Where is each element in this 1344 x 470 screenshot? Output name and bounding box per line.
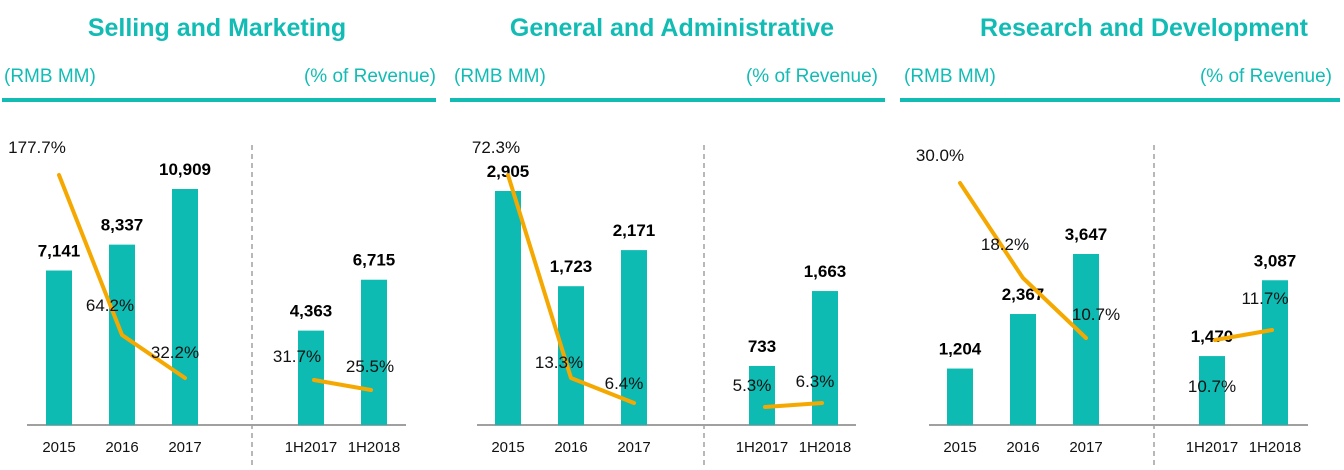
percent-line-segment: [763, 401, 824, 409]
percent-label: 5.3%: [733, 376, 772, 395]
bar-1H2018: [361, 279, 387, 425]
percent-label: 25.5%: [346, 357, 394, 376]
percent-line-segment: [506, 173, 636, 405]
header-rule: [450, 98, 885, 102]
x-tick-label: 2016: [105, 439, 138, 456]
bar-value-label: 7,141: [38, 242, 81, 261]
bar-value-label: 8,337: [101, 216, 144, 235]
x-tick-label: 1H2018: [348, 439, 401, 456]
percent-line-segment: [958, 181, 1088, 340]
unit-label-percent: (% of Revenue): [745, 66, 878, 87]
bar-value-label: 6,715: [353, 251, 396, 270]
bar-value-label: 733: [748, 337, 776, 356]
bar-1H2018: [1262, 280, 1288, 425]
bar-value-label: 1,470: [1191, 327, 1234, 346]
panel-title: Selling and Marketing: [87, 14, 347, 42]
unit-label-rmb: (RMB MM): [454, 66, 546, 87]
x-tick-label: 1H2017: [736, 439, 789, 456]
percent-line-segment: [57, 173, 187, 380]
percent-label: 6.3%: [796, 372, 835, 391]
percent-label: 30.0%: [916, 146, 964, 165]
bar-2015: [46, 270, 72, 425]
unit-label-percent: (% of Revenue): [303, 66, 436, 87]
bar-2017: [172, 189, 198, 425]
unit-label-percent: (% of Revenue): [1199, 66, 1332, 87]
bar-value-label: 1,663: [804, 262, 847, 281]
bar-value-label: 2,905: [487, 162, 530, 181]
x-tick-label: 2016: [1006, 439, 1039, 456]
panel-selling-marketing: Selling and Marketing (RMB MM) (% of Rev…: [0, 0, 448, 470]
bar-1H2017: [298, 330, 324, 425]
chart-selling-marketing: 7,141 2015 8,337 2016 10,909 2017 4,363 1H2017 6…: [8, 138, 406, 465]
percent-label: 31.7%: [273, 347, 321, 366]
x-tick-label: 1H2018: [1249, 439, 1302, 456]
x-tick-label: 2017: [1069, 439, 1102, 456]
bar-value-label: 3,647: [1065, 225, 1108, 244]
panel-title: General and Administrative: [509, 14, 835, 42]
percent-label: 32.2%: [151, 343, 199, 362]
percent-label: 10.7%: [1072, 305, 1120, 324]
panel-research-development: Research and Development (RMB MM) (% of …: [896, 0, 1344, 470]
x-tick-label: 2015: [943, 439, 976, 456]
percent-line-segment: [312, 378, 373, 392]
chart-research-development: 1,20420152,36720163,64720171,4701H20173,…: [916, 145, 1308, 465]
x-tick-label: 2017: [617, 439, 650, 456]
percent-label: 10.7%: [1188, 377, 1236, 396]
percent-label: 11.7%: [1242, 289, 1289, 308]
bar-1H2017: [1199, 356, 1225, 425]
x-tick-label: 2016: [554, 439, 587, 456]
percent-label: 64.2%: [86, 296, 134, 315]
bar-value-label: 4,363: [290, 302, 333, 321]
bar-2016: [1010, 314, 1036, 425]
bar-value-label: 10,909: [159, 160, 211, 179]
percent-label: 6.4%: [605, 374, 644, 393]
percent-line-segment: [1213, 328, 1274, 342]
chart-general-administrative: 2,905 2015 1,723 2016 2,171 2017 733 1H2017 1,66…: [472, 138, 856, 465]
bar-2015: [947, 368, 973, 425]
bar-2017: [621, 250, 647, 425]
x-tick-label: 1H2017: [1186, 439, 1239, 456]
unit-label-rmb: (RMB MM): [4, 66, 96, 87]
bar-value-label: 2,171: [613, 221, 656, 240]
bar-value-label: 1,204: [939, 340, 982, 359]
x-tick-label: 1H2017: [285, 439, 338, 456]
percent-label: 177.7%: [8, 138, 66, 157]
header-rule: [900, 98, 1340, 102]
percent-label: 13.3%: [535, 353, 583, 372]
bar-value-label: 3,087: [1254, 251, 1297, 270]
x-tick-label: 2015: [42, 439, 75, 456]
x-tick-label: 2015: [491, 439, 524, 456]
unit-label-rmb: (RMB MM): [904, 66, 996, 87]
panel-title: Research and Development: [980, 14, 1308, 42]
percent-label: 18.2%: [981, 235, 1029, 254]
percent-label: 72.3%: [472, 138, 520, 157]
bar-value-label: 1,723: [550, 257, 593, 276]
panel-general-administrative: General and Administrative (RMB MM) (% o…: [448, 0, 896, 470]
x-tick-label: 2017: [168, 439, 201, 456]
x-tick-label: 1H2018: [799, 439, 852, 456]
bar-2015: [495, 191, 521, 425]
header-rule: [2, 98, 436, 102]
bar-1H2017: [749, 365, 775, 425]
